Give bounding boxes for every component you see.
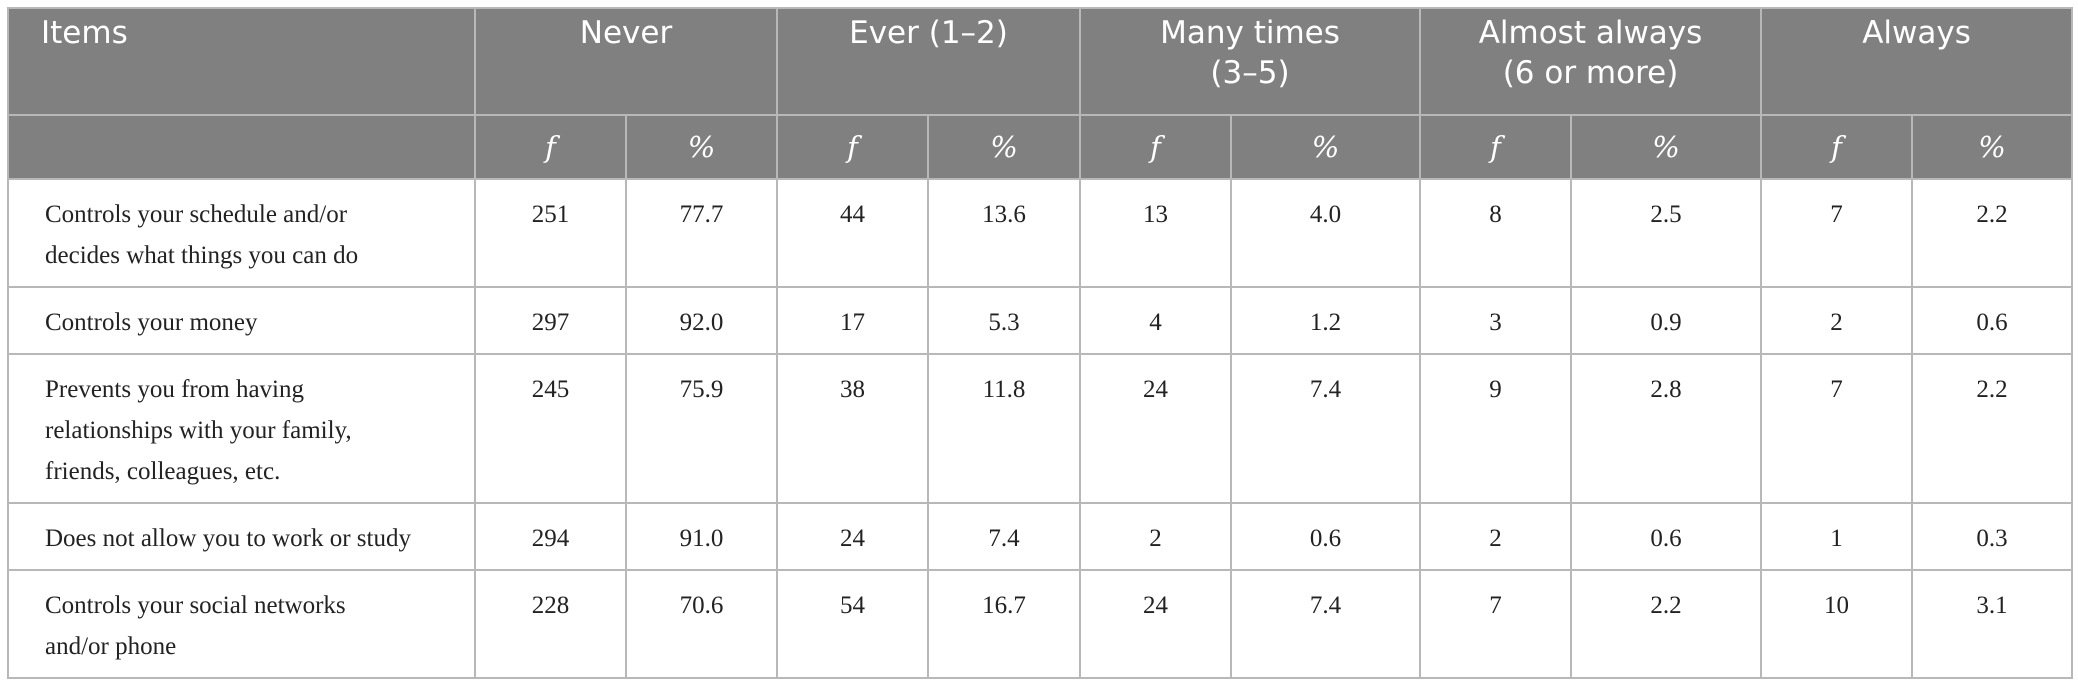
value-cell: 24 <box>776 502 929 571</box>
value-cell: 2.2 <box>1911 353 2074 504</box>
value-cell: 4.0 <box>1230 178 1421 288</box>
data-row: Does not allow you to work or study 294 91… <box>7 502 2074 571</box>
value-cell: 0.6 <box>1230 502 1421 571</box>
value-cell: 13 <box>1079 178 1232 288</box>
value-cell: 0.3 <box>1911 502 2074 571</box>
subheader-cell: f <box>776 114 929 180</box>
item-cell: Does not allow you to work or study <box>7 502 476 571</box>
value-cell: 2.8 <box>1569 353 1763 504</box>
value-cell: 77.7 <box>625 178 778 288</box>
value-cell: 54 <box>776 569 929 679</box>
value-cell: 2 <box>1079 502 1232 571</box>
value-cell: 2 <box>1760 286 1914 355</box>
value-cell: 8 <box>1419 178 1572 288</box>
value-cell: 0.9 <box>1569 286 1763 355</box>
value-cell: 1.2 <box>1230 286 1421 355</box>
subheader-cell: % <box>1230 114 1421 180</box>
data-row: Controls your money 297 92.0 17 5.3 4 1.2 3 0.9 2… <box>7 286 2074 355</box>
value-cell: 9 <box>1419 353 1572 504</box>
value-cell: 24 <box>1079 353 1232 504</box>
value-cell: 7.4 <box>927 502 1081 571</box>
value-cell: 2 <box>1419 502 1572 571</box>
value-cell: 0.6 <box>1569 502 1763 571</box>
value-cell: 75.9 <box>625 353 778 504</box>
value-cell: 11.8 <box>927 353 1081 504</box>
value-cell: 3 <box>1419 286 1572 355</box>
value-cell: 7 <box>1760 178 1914 288</box>
value-cell: 7 <box>1419 569 1572 679</box>
group-header: Always <box>1760 7 2074 116</box>
table-body: Controls your schedule and/or decides wh… <box>7 178 2074 679</box>
table-container: Items Never Ever (1–2) Many times (3–5) Almo… <box>7 7 2074 679</box>
group-header: Never <box>474 7 778 116</box>
value-cell: 4 <box>1079 286 1232 355</box>
value-cell: 1 <box>1760 502 1914 571</box>
value-cell: 297 <box>474 286 627 355</box>
value-cell: 7.4 <box>1230 569 1421 679</box>
items-header: Items <box>7 7 476 116</box>
value-cell: 3.1 <box>1911 569 2074 679</box>
value-cell: 24 <box>1079 569 1232 679</box>
value-cell: 38 <box>776 353 929 504</box>
subheader-cell: % <box>625 114 778 180</box>
subheader-cell: % <box>1569 114 1763 180</box>
item-cell: Prevents you from having relationships w… <box>7 353 476 504</box>
item-cell: Controls your money <box>7 286 476 355</box>
subheader-cell: f <box>1760 114 1914 180</box>
value-cell: 7 <box>1760 353 1914 504</box>
value-cell: 228 <box>474 569 627 679</box>
data-row: Controls your schedule and/or decides wh… <box>7 178 2074 288</box>
value-cell: 70.6 <box>625 569 778 679</box>
value-cell: 17 <box>776 286 929 355</box>
value-cell: 5.3 <box>927 286 1081 355</box>
value-cell: 294 <box>474 502 627 571</box>
value-cell: 2.2 <box>1911 178 2074 288</box>
subheader-cell: f <box>474 114 627 180</box>
data-row: Prevents you from having relationships w… <box>7 353 2074 504</box>
header-row: Items Never Ever (1–2) Many times (3–5) Almo… <box>7 7 2074 116</box>
value-cell: 16.7 <box>927 569 1081 679</box>
value-cell: 7.4 <box>1230 353 1421 504</box>
data-table: Items Never Ever (1–2) Many times (3–5) Almo… <box>7 7 2074 679</box>
subheader-cell: % <box>1911 114 2074 180</box>
value-cell: 251 <box>474 178 627 288</box>
item-cell: Controls your social networks and/or pho… <box>7 569 476 679</box>
subheader-blank <box>7 114 476 180</box>
value-cell: 2.5 <box>1569 178 1763 288</box>
data-row: Controls your social networks and/or pho… <box>7 569 2074 679</box>
value-cell: 0.6 <box>1911 286 2074 355</box>
subheader-cell: f <box>1079 114 1232 180</box>
value-cell: 10 <box>1760 569 1914 679</box>
group-header: Ever (1–2) <box>776 7 1081 116</box>
subheader-cell: % <box>927 114 1081 180</box>
value-cell: 92.0 <box>625 286 778 355</box>
subheader-row: f% f% f% f% f% <box>7 114 2074 180</box>
value-cell: 245 <box>474 353 627 504</box>
value-cell: 2.2 <box>1569 569 1763 679</box>
value-cell: 91.0 <box>625 502 778 571</box>
value-cell: 44 <box>776 178 929 288</box>
subheader-cell: f <box>1419 114 1572 180</box>
group-header: Almost always (6 or more) <box>1418 7 1763 116</box>
group-header: Many times (3–5) <box>1079 7 1421 116</box>
table-head: Items Never Ever (1–2) Many times (3–5) Almo… <box>7 7 2074 180</box>
value-cell: 13.6 <box>927 178 1081 288</box>
item-cell: Controls your schedule and/or decides wh… <box>7 178 476 288</box>
